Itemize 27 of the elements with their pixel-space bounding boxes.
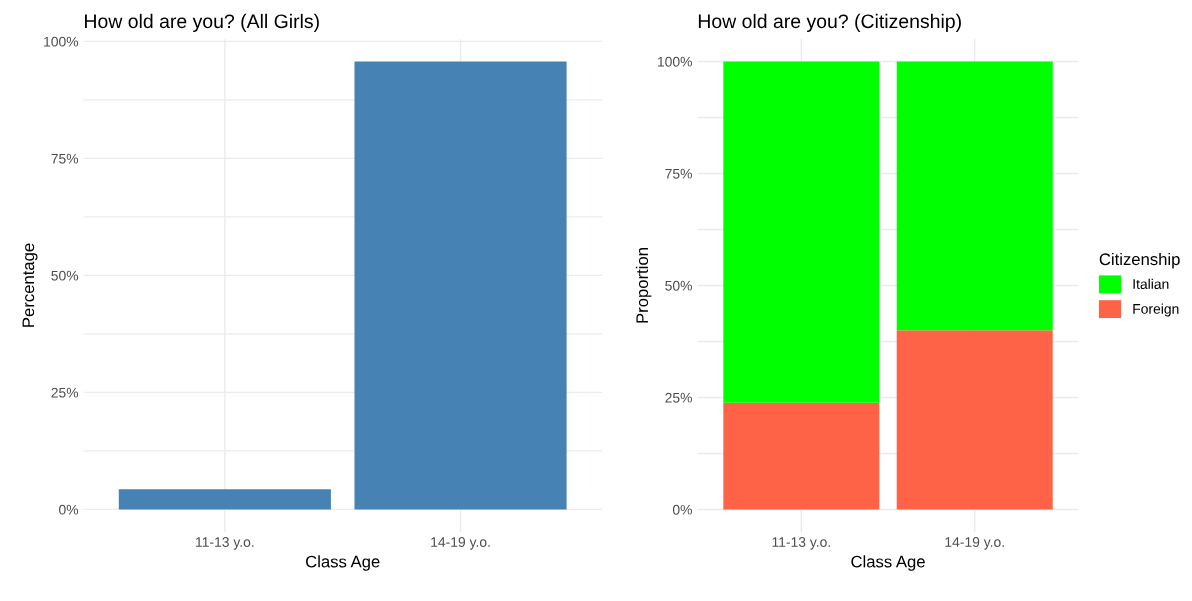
y-tick-label: 75% xyxy=(51,153,79,164)
y-axis-title: Proportion xyxy=(635,248,652,323)
bar xyxy=(896,330,1053,510)
chart-title: How old are you? (Citizenship) xyxy=(698,13,961,32)
x-tick-label: 14-19 y.o. xyxy=(431,537,490,550)
x-axis-title: Class Age xyxy=(306,555,380,571)
y-tick-label: 0% xyxy=(672,504,692,515)
x-tick-label: 11-13 y.o. xyxy=(196,537,254,550)
legend-label: Foreign xyxy=(1133,303,1179,317)
y-tick-label: 25% xyxy=(665,392,692,403)
x-axis-title: Class Age xyxy=(851,555,925,571)
bar xyxy=(723,402,880,510)
y-tick-label: 50% xyxy=(665,280,692,291)
y-tick-label: 0% xyxy=(59,504,79,515)
legend-label: Italian xyxy=(1133,278,1169,289)
y-tick-label: 100% xyxy=(44,36,79,47)
y-tick-label: 100% xyxy=(658,56,692,67)
y-tick-label: 50% xyxy=(51,270,79,281)
x-tick-label: 14-19 y.o. xyxy=(945,537,1004,550)
y-tick-label: 75% xyxy=(665,168,692,179)
y-tick-label: 25% xyxy=(51,387,79,398)
bar xyxy=(896,61,1053,331)
legend-title: Citizenship xyxy=(1099,252,1180,269)
y-axis-title: Percentage xyxy=(22,243,38,327)
x-tick-label: 11-13 y.o. xyxy=(772,537,830,550)
bar xyxy=(723,61,880,403)
chart-title: How old are you? (All Girls) xyxy=(85,13,319,32)
